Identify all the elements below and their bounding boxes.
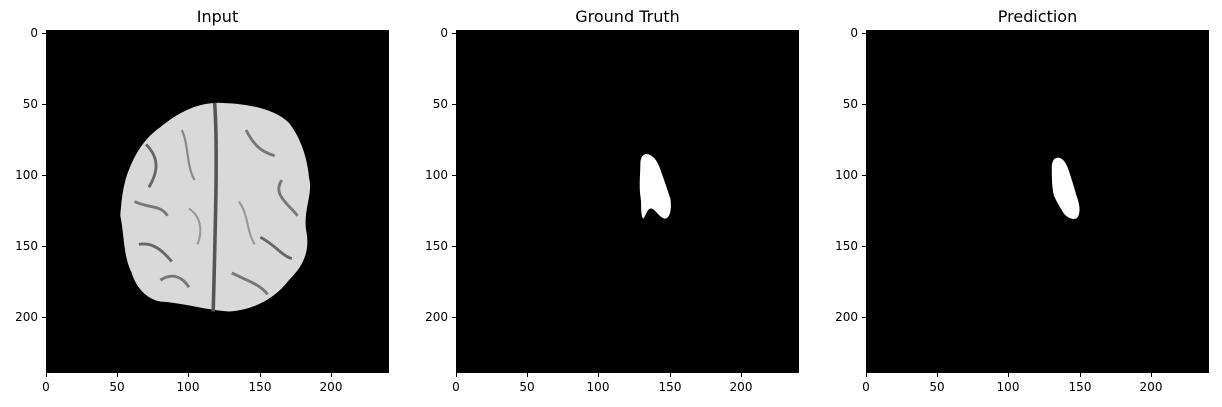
mri-image xyxy=(46,30,389,373)
y-tick-mark xyxy=(862,33,866,34)
x-tick-label: 50 xyxy=(929,380,945,394)
y-tick-mark xyxy=(42,317,46,318)
y-tick-label: 150 xyxy=(425,239,448,253)
y-tick-label: 0 xyxy=(30,26,38,40)
x-tick-label: 100 xyxy=(176,380,200,394)
panel-input: Input 0 50 100 150 200 0 50 100 xyxy=(0,0,400,407)
panel-title: Input xyxy=(196,7,239,26)
y-tick-label: 200 xyxy=(15,310,38,324)
panel-ground-truth: Ground Truth 0 50 100 150 200 0 50 100 1… xyxy=(410,0,810,407)
x-tick-label: 100 xyxy=(586,380,610,394)
panel-title: Prediction xyxy=(997,7,1078,26)
x-tick-mark xyxy=(527,373,528,377)
x-tick-label: 200 xyxy=(319,380,343,394)
x-tick-label: 200 xyxy=(1139,380,1163,394)
x-tick-mark xyxy=(331,373,332,377)
x-tick-label: 150 xyxy=(658,380,682,394)
x-tick-label: 50 xyxy=(109,380,125,394)
x-tick-mark xyxy=(741,373,742,377)
y-tick-label: 50 xyxy=(842,97,858,111)
x-tick-mark xyxy=(670,373,671,377)
y-tick-label: 0 xyxy=(850,26,858,40)
y-tick-label: 150 xyxy=(15,239,38,253)
x-tick-label: 0 xyxy=(452,380,460,394)
y-tick-mark xyxy=(452,317,456,318)
x-tick-mark xyxy=(260,373,261,377)
y-tick-mark xyxy=(862,317,866,318)
y-tick-mark xyxy=(452,246,456,247)
x-tick-mark xyxy=(456,373,457,377)
x-tick-mark xyxy=(937,373,938,377)
x-tick-label: 150 xyxy=(248,380,272,394)
x-tick-label: 0 xyxy=(42,380,50,394)
y-tick-mark xyxy=(42,104,46,105)
y-tick-mark xyxy=(452,33,456,34)
x-tick-mark xyxy=(1080,373,1081,377)
y-tick-label: 200 xyxy=(835,310,858,324)
mask-image xyxy=(866,30,1209,373)
y-tick-label: 100 xyxy=(15,168,38,182)
x-tick-label: 200 xyxy=(729,380,753,394)
y-tick-mark xyxy=(862,175,866,176)
y-tick-label: 100 xyxy=(835,168,858,182)
y-tick-label: 0 xyxy=(440,26,448,40)
y-tick-label: 150 xyxy=(835,239,858,253)
panel-prediction: Prediction 0 50 100 150 200 0 50 100 150… xyxy=(820,0,1220,407)
x-tick-label: 0 xyxy=(862,380,870,394)
y-tick-mark xyxy=(862,104,866,105)
y-tick-mark xyxy=(862,246,866,247)
y-tick-label: 100 xyxy=(425,168,448,182)
x-tick-mark xyxy=(117,373,118,377)
y-tick-label: 200 xyxy=(425,310,448,324)
prediction-mask xyxy=(866,30,1209,373)
mask-image xyxy=(456,30,799,373)
x-tick-label: 150 xyxy=(1068,380,1092,394)
y-tick-mark xyxy=(452,104,456,105)
y-tick-label: 50 xyxy=(22,97,38,111)
x-tick-mark xyxy=(866,373,867,377)
x-tick-label: 100 xyxy=(996,380,1020,394)
x-tick-mark xyxy=(1008,373,1009,377)
x-tick-mark xyxy=(188,373,189,377)
ground-truth-mask xyxy=(456,30,799,373)
y-tick-mark xyxy=(42,175,46,176)
x-tick-mark xyxy=(598,373,599,377)
y-tick-mark xyxy=(42,246,46,247)
panel-title: Ground Truth xyxy=(575,7,680,26)
x-tick-label: 50 xyxy=(519,380,535,394)
x-tick-mark xyxy=(46,373,47,377)
y-tick-mark xyxy=(42,33,46,34)
y-tick-mark xyxy=(452,175,456,176)
x-tick-mark xyxy=(1151,373,1152,377)
y-tick-label: 50 xyxy=(432,97,448,111)
brain-scan xyxy=(46,30,389,373)
